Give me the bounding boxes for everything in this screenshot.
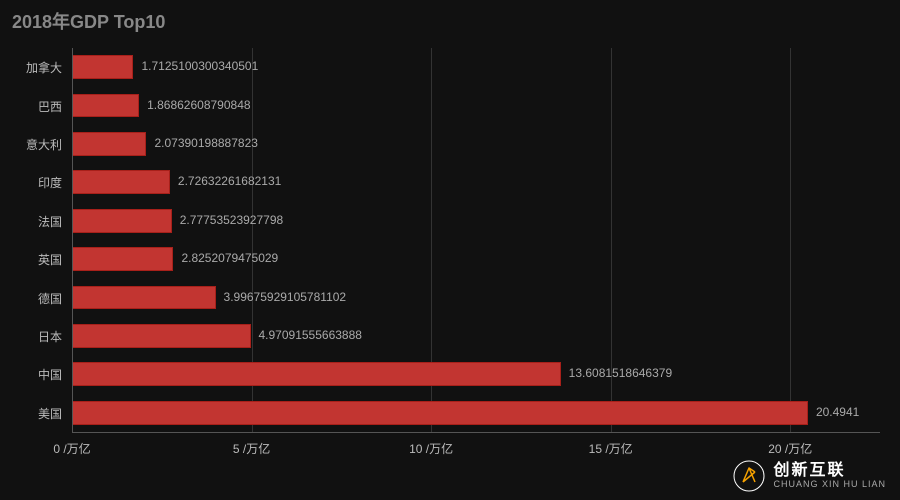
bar bbox=[72, 362, 561, 386]
x-tick-label: 20 /万亿 bbox=[768, 440, 812, 457]
bar-value-label: 13.6081518646379 bbox=[569, 366, 672, 380]
y-category-label: 加拿大 bbox=[0, 59, 62, 76]
bar bbox=[72, 170, 170, 194]
watermark-cn: 创新互联 bbox=[773, 462, 886, 480]
bar bbox=[72, 209, 172, 233]
watermark: 创新互联 CHUANG XIN HU LIAN bbox=[733, 460, 886, 492]
bar-value-label: 4.97091555663888 bbox=[259, 328, 362, 342]
bar-value-label: 1.86862608790848 bbox=[147, 98, 250, 112]
x-axis-line bbox=[72, 432, 880, 433]
bar-value-label: 2.72632261682131 bbox=[178, 174, 281, 188]
grid-line bbox=[790, 48, 791, 432]
bar bbox=[72, 247, 173, 271]
bar bbox=[72, 401, 808, 425]
y-category-label: 英国 bbox=[0, 251, 62, 268]
bar-value-label: 3.99675929105781102 bbox=[224, 290, 347, 304]
bar bbox=[72, 55, 133, 79]
bar-value-label: 1.7125100300340501 bbox=[141, 59, 258, 73]
bar-value-label: 2.8252079475029 bbox=[181, 251, 278, 265]
y-category-label: 意大利 bbox=[0, 136, 62, 153]
y-category-label: 印度 bbox=[0, 174, 62, 191]
bar-value-label: 2.07390198887823 bbox=[154, 136, 257, 150]
y-category-label: 法国 bbox=[0, 213, 62, 230]
y-category-label: 中国 bbox=[0, 366, 62, 383]
chart-title: 2018年GDP Top10 bbox=[12, 8, 165, 34]
bar bbox=[72, 94, 139, 118]
bar bbox=[72, 132, 146, 156]
y-category-label: 巴西 bbox=[0, 98, 62, 115]
bar bbox=[72, 324, 251, 348]
y-axis-line bbox=[72, 48, 73, 432]
x-tick-label: 15 /万亿 bbox=[589, 440, 633, 457]
y-category-label: 日本 bbox=[0, 328, 62, 345]
x-tick-label: 0 /万亿 bbox=[53, 440, 90, 457]
y-category-label: 德国 bbox=[0, 290, 62, 307]
bar-value-label: 2.77753523927798 bbox=[180, 213, 283, 227]
y-category-label: 美国 bbox=[0, 405, 62, 422]
watermark-text: 创新互联 CHUANG XIN HU LIAN bbox=[773, 462, 886, 489]
bar bbox=[72, 286, 216, 310]
watermark-en: CHUANG XIN HU LIAN bbox=[773, 480, 886, 490]
x-tick-label: 10 /万亿 bbox=[409, 440, 453, 457]
x-tick-label: 5 /万亿 bbox=[233, 440, 270, 457]
gdp-bar-chart: 2018年GDP Top10 1.7125100300340501 1.86862… bbox=[0, 0, 900, 500]
bar-value-label: 20.4941 bbox=[816, 405, 859, 419]
watermark-icon bbox=[733, 460, 765, 492]
